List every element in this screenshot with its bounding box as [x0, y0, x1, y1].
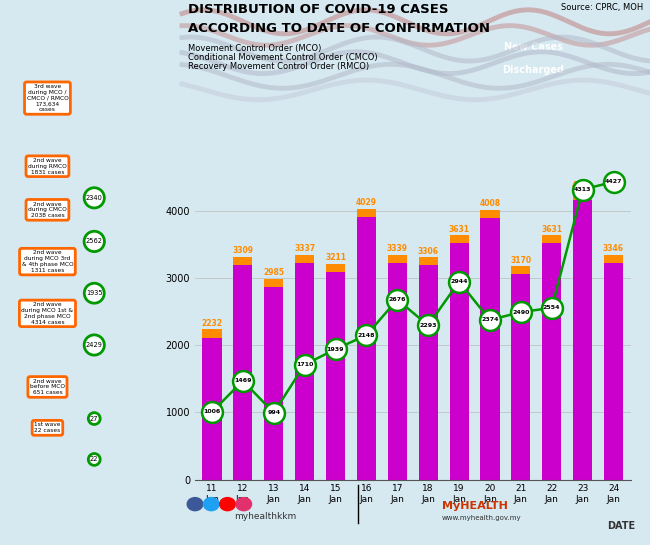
Text: Discharged: Discharged: [502, 65, 564, 75]
Text: 2nd wave
during CMCO
2038 cases: 2nd wave during CMCO 2038 cases: [28, 202, 67, 218]
Bar: [573, 192, 592, 480]
Text: 4029: 4029: [356, 198, 377, 207]
Text: 4427: 4427: [604, 179, 622, 184]
Bar: [542, 235, 562, 244]
Text: www.myhealth.gov.my: www.myhealth.gov.my: [442, 514, 521, 521]
Bar: [233, 257, 252, 265]
Bar: [450, 235, 469, 480]
Text: 3631: 3631: [541, 225, 562, 234]
Text: 27: 27: [90, 415, 99, 422]
Text: 2985: 2985: [263, 268, 284, 277]
Bar: [450, 235, 469, 244]
Text: 3306: 3306: [418, 246, 439, 256]
Text: 22: 22: [90, 456, 99, 463]
Text: 3346: 3346: [603, 244, 624, 253]
Bar: [419, 257, 437, 265]
Text: ACCORDING TO DATE OF CONFIRMATION: ACCORDING TO DATE OF CONFIRMATION: [188, 22, 491, 35]
Text: 4313: 4313: [574, 187, 592, 192]
Text: 994: 994: [267, 410, 280, 415]
Text: 3309: 3309: [232, 246, 254, 256]
Text: 2676: 2676: [389, 297, 406, 302]
Text: 1935: 1935: [86, 290, 103, 296]
Bar: [264, 279, 283, 480]
Text: 2490: 2490: [512, 310, 530, 314]
Bar: [604, 255, 623, 263]
Bar: [202, 330, 222, 337]
Text: DISTRIBUTION OF COVID-19 CASES: DISTRIBUTION OF COVID-19 CASES: [188, 3, 449, 16]
Text: 1469: 1469: [234, 378, 252, 383]
Text: 2nd wave
during MCO 3rd
& 4th phase MCO
1311 cases: 2nd wave during MCO 3rd & 4th phase MCO …: [21, 250, 73, 273]
Text: 1939: 1939: [327, 347, 344, 352]
Bar: [357, 209, 376, 217]
Text: 3631: 3631: [448, 225, 469, 234]
Text: 2340: 2340: [86, 195, 103, 201]
Text: 2374: 2374: [481, 317, 499, 323]
Text: New Cases: New Cases: [504, 42, 562, 52]
Text: 1006: 1006: [203, 409, 220, 414]
Bar: [480, 210, 500, 480]
Text: 4275: 4275: [572, 181, 593, 190]
Text: 2562: 2562: [86, 238, 103, 245]
Text: 2148: 2148: [358, 332, 375, 338]
Bar: [295, 255, 314, 263]
Text: MyHEALTH: MyHEALTH: [442, 501, 508, 511]
Text: Recovery Movement Control Order (RMCO): Recovery Movement Control Order (RMCO): [188, 62, 370, 71]
Text: 3rd wave
during MCO /
CMCO / RMCO
173,634
cases: 3rd wave during MCO / CMCO / RMCO 173,63…: [27, 84, 68, 112]
Bar: [388, 255, 407, 480]
Text: Conditional Movement Control Order (CMCO): Conditional Movement Control Order (CMCO…: [188, 53, 378, 62]
Text: DATE: DATE: [606, 520, 635, 531]
Bar: [264, 279, 283, 287]
Text: 1710: 1710: [296, 362, 313, 367]
Text: 2nd wave
during RMCO
1831 cases: 2nd wave during RMCO 1831 cases: [28, 158, 67, 174]
Text: 2nd wave
during MCO 1st &
2nd phase MCO
4314 cases: 2nd wave during MCO 1st & 2nd phase MCO …: [21, 302, 73, 325]
Bar: [388, 255, 407, 263]
Text: 3339: 3339: [387, 244, 408, 253]
Text: 2944: 2944: [450, 279, 468, 284]
Bar: [573, 192, 592, 200]
Bar: [326, 264, 345, 480]
Bar: [604, 255, 623, 480]
Text: 2293: 2293: [419, 323, 437, 328]
Bar: [295, 255, 314, 480]
Text: Movement Control Order (MCO): Movement Control Order (MCO): [188, 44, 322, 53]
Text: 2554: 2554: [543, 305, 560, 310]
Bar: [480, 210, 500, 218]
Text: Source: CPRC, MOH: Source: CPRC, MOH: [561, 3, 644, 12]
Bar: [512, 267, 530, 275]
Bar: [202, 330, 222, 480]
Text: myhealthkkm: myhealthkkm: [234, 512, 296, 522]
Bar: [326, 264, 345, 272]
Text: 1st wave
22 cases: 1st wave 22 cases: [34, 422, 60, 433]
Bar: [419, 257, 437, 480]
Bar: [357, 209, 376, 480]
Text: 2429: 2429: [86, 342, 103, 348]
Text: 3337: 3337: [294, 245, 315, 253]
Bar: [233, 257, 252, 480]
Text: 2232: 2232: [202, 319, 222, 328]
Text: 3211: 3211: [325, 253, 346, 262]
Bar: [512, 267, 530, 480]
Bar: [542, 235, 562, 480]
Text: 2nd wave
before MCO
651 cases: 2nd wave before MCO 651 cases: [30, 379, 65, 395]
Text: 4008: 4008: [480, 199, 500, 208]
Text: 3170: 3170: [510, 256, 532, 265]
